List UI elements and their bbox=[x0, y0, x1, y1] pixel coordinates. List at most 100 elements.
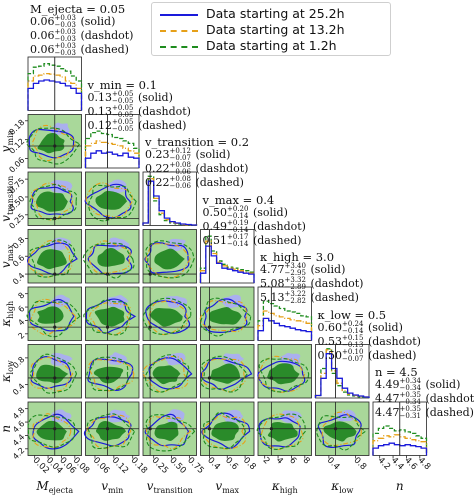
summary-plus: +0.05 bbox=[112, 103, 134, 112]
y-tick-label: 4 bbox=[16, 317, 26, 327]
summary-median: 0.60 bbox=[317, 320, 343, 334]
summary-median: 4.77 bbox=[260, 263, 285, 276]
contour-inner-vmax-khigh bbox=[209, 307, 242, 325]
truth-point bbox=[53, 272, 57, 276]
panel-frame-vtr-khigh bbox=[142, 286, 197, 341]
summary-row: 4.47 +0.35 −0.34 (dashdot) bbox=[375, 392, 474, 406]
summary-minus: −0.14 bbox=[227, 225, 249, 234]
summary-plus: +0.05 bbox=[112, 117, 134, 126]
x-tick-label: 0.4 bbox=[325, 456, 342, 473]
summary-minus: −2.89 bbox=[284, 283, 306, 291]
summary-row: 0.50 +0.20 −0.14 (solid) bbox=[202, 204, 306, 220]
y-tick-label: 0.4 bbox=[11, 382, 26, 397]
summary-minus: −0.34 bbox=[399, 384, 421, 392]
summary-minus: −0.05 bbox=[112, 124, 134, 133]
contour-line-dashed bbox=[145, 240, 195, 279]
truth-point bbox=[207, 325, 212, 329]
legend-item-dashed: Data starting at 1.2h bbox=[152, 38, 390, 54]
truth-point bbox=[207, 376, 212, 380]
summary-uncertainty: +0.20 −0.14 bbox=[227, 204, 249, 220]
contour-inner-vtr-khigh bbox=[150, 308, 183, 327]
summary-plus: +0.20 bbox=[227, 204, 249, 213]
panel-frame-khigh-klow bbox=[257, 344, 312, 399]
histogram-khigh-dashed bbox=[257, 300, 313, 341]
contour-line-dashed bbox=[27, 414, 76, 448]
x-axis-label-vmin: vmin bbox=[101, 479, 123, 495]
summary-minus: −0.06 bbox=[169, 168, 191, 176]
summary-minus: −0.06 bbox=[169, 182, 191, 190]
summary-row: 0.12 +0.05 −0.05 (dashed) bbox=[88, 117, 191, 133]
summary-uncertainty: +0.03 −0.03 bbox=[55, 29, 76, 43]
summary-minus: −0.03 bbox=[54, 49, 76, 57]
x-tick-label: 0.75 bbox=[185, 456, 205, 476]
summary-minus: −0.07 bbox=[169, 154, 191, 162]
contour-inner-vtr-klow bbox=[152, 365, 181, 385]
summary-median: 0.06 bbox=[30, 43, 55, 56]
contour-blue-region bbox=[50, 294, 70, 308]
contour-line-dashed bbox=[86, 356, 129, 392]
summary-tag: (dashed) bbox=[134, 118, 187, 132]
summary-uncertainty: +0.34 −0.34 bbox=[400, 378, 421, 392]
summary-plus: +0.35 bbox=[399, 391, 421, 399]
y-axis-label-klow: κlow bbox=[0, 360, 15, 383]
contour-line-dashdot bbox=[321, 411, 362, 446]
summary-plus: +0.15 bbox=[342, 333, 364, 342]
histogram-vmin-solid bbox=[84, 150, 140, 168]
summary-median: 0.53 bbox=[317, 334, 343, 348]
legend-swatch-dashdot bbox=[160, 30, 198, 32]
summary-row: 0.53 +0.15 −0.13 (dashdot) bbox=[317, 333, 421, 349]
summary-plus: +0.12 bbox=[169, 147, 191, 155]
summary-row: 0.22 +0.08 −0.06 (dashed) bbox=[145, 176, 249, 190]
x-tick-label: 0.8 bbox=[352, 456, 369, 473]
legend-label: Data starting at 13.2h bbox=[206, 22, 345, 37]
summary-row: 5.13 +3.22 −2.82 (dashed) bbox=[260, 291, 363, 305]
truth-point bbox=[207, 427, 212, 431]
panel-frame-vmin-klow bbox=[85, 344, 140, 399]
y-axis-label-vmax: vmax bbox=[0, 244, 15, 268]
contour-line-dashed bbox=[83, 299, 132, 336]
summary-tag: (dashed) bbox=[76, 43, 129, 56]
histogram-mej-dashdot bbox=[27, 72, 83, 111]
x-tick-label: 0.18 bbox=[129, 456, 149, 476]
y-tick-label: 2 bbox=[16, 331, 26, 341]
panel-frame-vmin-khigh bbox=[85, 286, 140, 341]
y-tick-label: 4.4 bbox=[11, 432, 26, 447]
contour-line-dashdot bbox=[29, 298, 77, 336]
summary-uncertainty: +0.08 −0.06 bbox=[170, 162, 191, 176]
histogram-vmax-solid bbox=[199, 245, 255, 283]
summary-minus: −0.03 bbox=[54, 35, 76, 43]
summary-uncertainty: +0.08 −0.06 bbox=[170, 176, 191, 190]
legend-item-solid: Data starting at 25.2h bbox=[152, 6, 390, 22]
contour-line-solid bbox=[85, 298, 137, 334]
chart-legend: Data starting at 25.2h Data starting at … bbox=[151, 2, 391, 56]
summary-tag: (solid) bbox=[364, 320, 403, 334]
legend-swatch-dashed bbox=[160, 46, 198, 48]
summary-plus: +3.40 bbox=[284, 262, 306, 270]
contour-inner-khigh-n bbox=[267, 422, 298, 442]
panel-frame-vmax-klow bbox=[200, 344, 255, 399]
summary-median: 0.50 bbox=[202, 205, 228, 219]
truth-point bbox=[148, 272, 152, 276]
summary-tag: (solid) bbox=[306, 263, 346, 276]
summary-uncertainty: +0.24 −0.14 bbox=[342, 320, 363, 335]
summary-tag: (dashed) bbox=[191, 176, 244, 189]
contour-inner-klow-n bbox=[323, 421, 357, 442]
x-axis-label-klow: κlow bbox=[330, 479, 353, 495]
summary-median: 4.49 bbox=[375, 378, 400, 391]
contour-line-dashdot bbox=[88, 240, 131, 274]
summary-minus: −0.07 bbox=[342, 354, 364, 363]
contour-line-solid bbox=[32, 413, 80, 450]
contour-line-dashed bbox=[202, 411, 246, 450]
summary-tag: (dashdot) bbox=[134, 104, 191, 118]
truth-point bbox=[105, 376, 110, 380]
summary-plus: +3.22 bbox=[284, 290, 306, 298]
truth-point bbox=[148, 376, 152, 380]
contour-line-dashdot bbox=[32, 124, 77, 162]
truth-point bbox=[53, 376, 57, 380]
summary-uncertainty: +0.12 −0.07 bbox=[170, 148, 191, 162]
summary-median: 0.06 bbox=[30, 29, 55, 42]
truth-point bbox=[105, 216, 110, 220]
contour-inner-mej-vmax bbox=[36, 249, 67, 270]
summary-plus: +0.10 bbox=[342, 347, 364, 356]
contour-line-dashdot bbox=[85, 182, 133, 218]
